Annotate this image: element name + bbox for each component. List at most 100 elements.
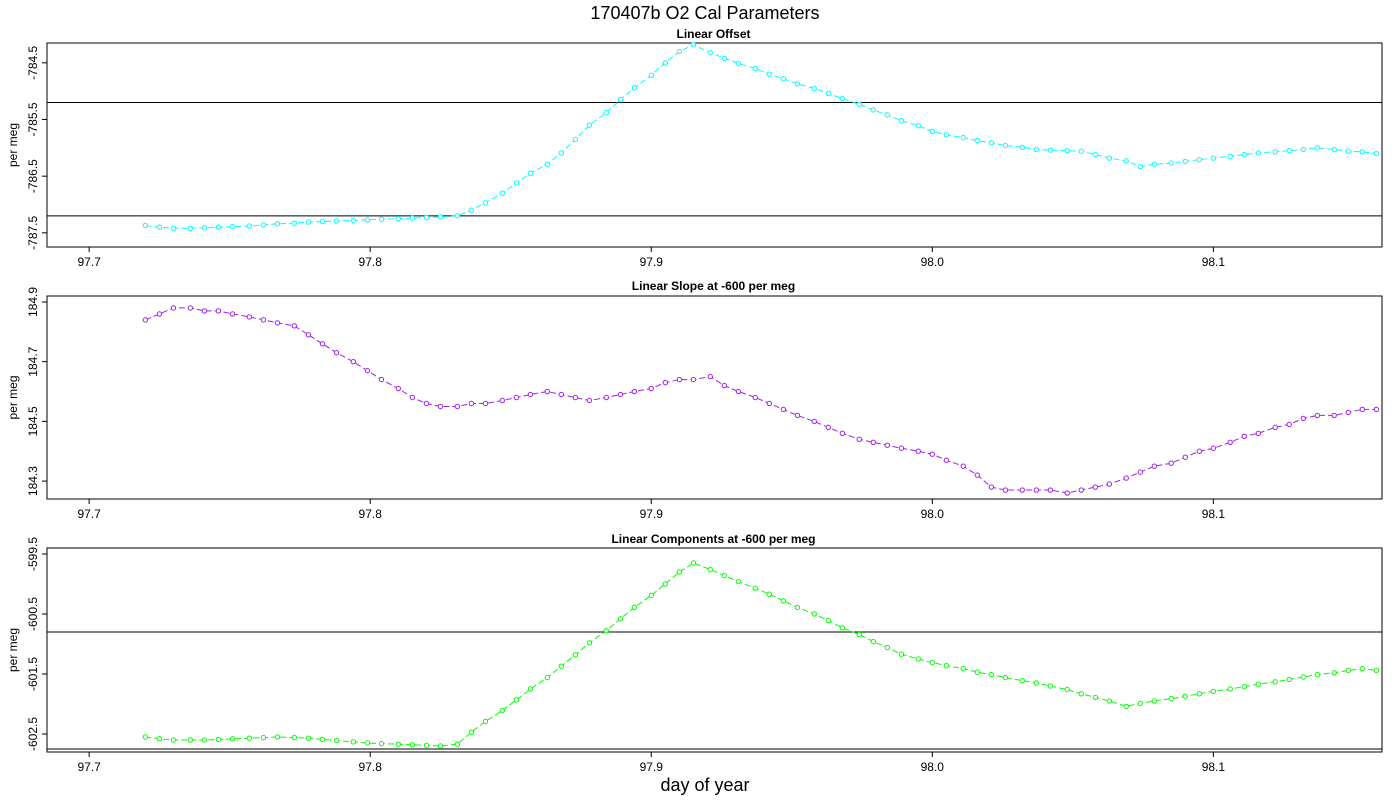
data-point xyxy=(1286,147,1292,154)
data-point xyxy=(1196,448,1203,454)
data-point xyxy=(1151,698,1158,704)
data-point xyxy=(766,591,773,597)
data-point xyxy=(156,224,163,230)
data-point xyxy=(291,734,298,741)
data-point xyxy=(1047,683,1054,689)
data-point xyxy=(142,222,149,229)
data-point xyxy=(1255,430,1262,437)
data-point xyxy=(378,740,385,747)
data-point xyxy=(1255,150,1262,156)
y-tick-label: -599.5 xyxy=(26,537,40,571)
data-point xyxy=(499,397,506,404)
y-tick-label: -601.5 xyxy=(26,657,40,691)
data-point xyxy=(364,217,371,223)
data-point xyxy=(943,457,950,463)
plot-frame xyxy=(46,547,1383,753)
data-point xyxy=(201,308,208,314)
data-point xyxy=(187,305,194,311)
data-point xyxy=(395,741,402,747)
data-point xyxy=(482,718,489,725)
data-point xyxy=(752,65,758,72)
data-point xyxy=(662,581,669,587)
panel-3: Linear Components at -600 per meg per meg… xyxy=(6,532,1383,774)
x-tick-label: 97.7 xyxy=(77,255,101,269)
panel-title: Linear Slope at -600 per meg xyxy=(632,279,795,293)
data-point xyxy=(1345,409,1351,416)
data-point xyxy=(943,662,950,669)
data-point xyxy=(364,740,371,746)
data-point xyxy=(437,403,444,410)
data-point xyxy=(960,665,966,672)
data-point xyxy=(378,376,385,383)
data-point xyxy=(631,85,638,91)
data-point xyxy=(676,48,683,55)
data-point xyxy=(929,451,936,457)
data-point xyxy=(603,394,609,401)
data-point xyxy=(437,743,444,749)
data-point xyxy=(707,373,713,380)
y-tick-label: -787.5 xyxy=(26,215,40,249)
data-point xyxy=(319,341,326,347)
data-point xyxy=(1019,487,1025,493)
y-tick-label: 184.5 xyxy=(26,406,40,436)
data-point xyxy=(1064,490,1070,496)
data-point xyxy=(662,379,669,386)
data-point xyxy=(482,400,489,407)
data-point xyxy=(527,391,534,398)
series-line xyxy=(145,44,1377,229)
data-point xyxy=(527,170,534,177)
data-point xyxy=(1092,694,1099,701)
data-point xyxy=(187,737,194,743)
data-point xyxy=(1314,412,1321,419)
data-point xyxy=(766,400,773,407)
data-point xyxy=(1272,424,1278,431)
data-point xyxy=(929,128,936,135)
data-point xyxy=(825,617,832,624)
data-point xyxy=(1137,469,1143,475)
data-point xyxy=(780,598,787,604)
data-point xyxy=(187,225,194,232)
data-point xyxy=(1227,686,1233,692)
data-point xyxy=(201,737,208,743)
y-axis-label: per meg xyxy=(6,628,20,672)
data-point xyxy=(395,385,402,392)
y-tick-label: -786.5 xyxy=(26,159,40,193)
data-point xyxy=(229,736,236,742)
data-point xyxy=(1047,147,1054,153)
data-point xyxy=(870,439,876,445)
data-point xyxy=(1241,683,1247,690)
data-point xyxy=(1196,691,1203,697)
data-point xyxy=(1241,433,1247,440)
y-axis-label: per meg xyxy=(6,123,20,167)
data-point xyxy=(1019,144,1025,150)
data-point xyxy=(1151,463,1158,469)
data-point xyxy=(870,107,876,113)
data-point xyxy=(1078,691,1084,697)
data-point xyxy=(617,616,624,622)
data-point xyxy=(170,737,177,743)
x-tick-label: 98.0 xyxy=(921,255,945,269)
data-point xyxy=(1331,670,1337,676)
data-point xyxy=(915,448,921,454)
data-point xyxy=(1331,412,1337,419)
x-tick-label: 98.0 xyxy=(921,760,945,774)
data-point xyxy=(1210,445,1217,451)
data-point xyxy=(929,659,936,666)
figure-title: 170407b O2 Cal Parameters xyxy=(590,3,819,23)
data-point xyxy=(305,219,312,225)
data-point xyxy=(794,81,801,87)
data-point xyxy=(960,134,966,141)
data-point xyxy=(544,388,550,395)
data-point xyxy=(156,736,163,742)
data-point xyxy=(690,376,697,383)
x-tick-label: 98.1 xyxy=(1202,255,1226,269)
data-point xyxy=(735,388,742,395)
data-point xyxy=(1227,153,1233,160)
data-point xyxy=(274,320,281,326)
data-point xyxy=(870,638,876,645)
data-point xyxy=(1314,145,1321,151)
data-point xyxy=(499,707,506,714)
data-point xyxy=(1151,161,1158,167)
data-point xyxy=(811,611,817,617)
data-point xyxy=(350,739,357,745)
